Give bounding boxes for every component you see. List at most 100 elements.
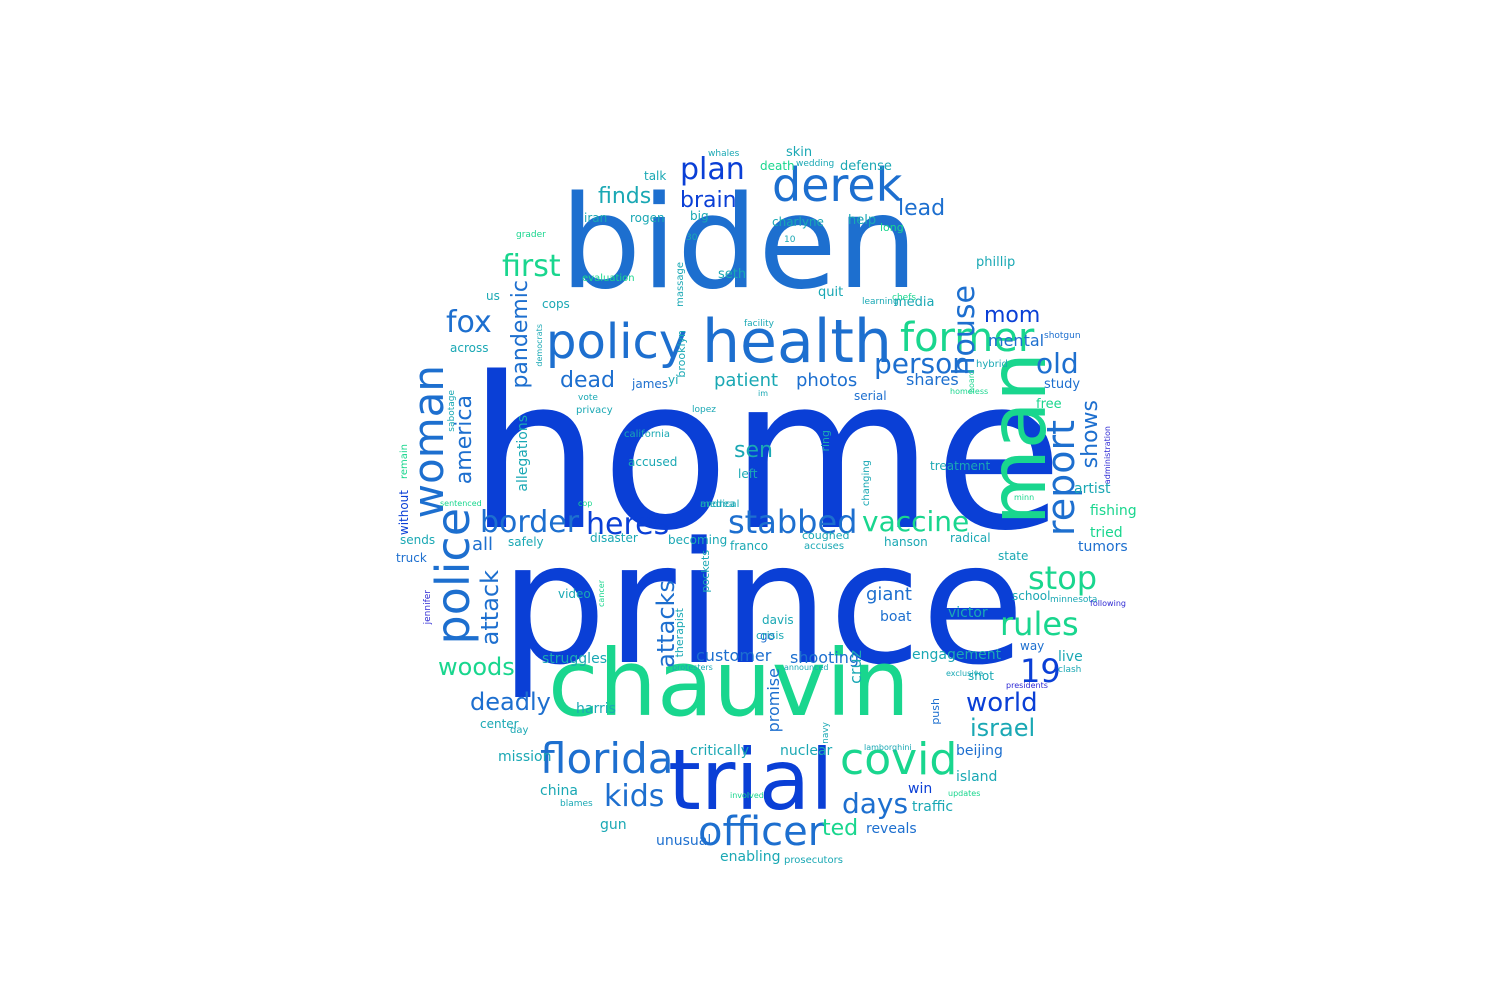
cloud-word-lead: lead — [898, 196, 946, 221]
cloud-word-victor: victor — [948, 605, 988, 621]
cloud-word-andrea: andrea — [700, 499, 735, 510]
cloud-word-democrats: democrats — [535, 324, 544, 367]
cloud-word-media: media — [894, 295, 935, 310]
cloud-word-state: state — [998, 549, 1029, 563]
cloud-word-radical: radical — [950, 531, 991, 545]
cloud-word-reveals: reveals — [866, 821, 917, 837]
cloud-word-long: long — [880, 221, 904, 234]
cloud-word-im: im — [758, 389, 769, 398]
cloud-word-remain: remain — [399, 444, 410, 480]
cloud-word-left: left — [738, 467, 758, 481]
cloud-word-live: live — [1058, 649, 1083, 665]
cloud-word-learning: learning — [862, 297, 899, 307]
cloud-word-minn: minn — [1014, 493, 1035, 502]
cloud-word-california: california — [624, 429, 671, 440]
cloud-word-franco: franco — [730, 539, 769, 553]
cloud-word-engagement: engagement — [912, 647, 1002, 663]
cloud-word-phillip: phillip — [976, 255, 1016, 270]
cloud-word-without: without — [397, 490, 411, 536]
cloud-word-heres: heres — [586, 507, 670, 542]
cloud-word-ring: ring — [819, 430, 832, 452]
cloud-word-center: center — [480, 717, 519, 731]
cloud-word-yi: yi — [668, 373, 679, 387]
cloud-word-brooklyn: brooklyn — [675, 330, 688, 378]
cloud-word-disaster: disaster — [590, 531, 638, 545]
cloud-word-10: 10 — [784, 235, 796, 245]
cloud-word-serial: serial — [854, 389, 887, 403]
cloud-word-changing: changing — [861, 460, 872, 507]
cloud-word-free: free — [1036, 397, 1062, 412]
cloud-word-big: big — [690, 209, 709, 223]
cloud-word-sabotage: sabotage — [447, 390, 457, 432]
cloud-word-chefs: chefs — [892, 293, 917, 303]
cloud-word-shooting: shooting — [790, 648, 860, 667]
cloud-word-boat: boat — [880, 609, 912, 625]
cloud-word-evaluation: evaluation — [582, 273, 635, 284]
cloud-word-report: report — [1039, 420, 1083, 537]
cloud-word-prince: prince — [500, 506, 1025, 702]
cloud-word-presidents: presidents — [1006, 681, 1048, 690]
cloud-word-davis: davis — [762, 613, 794, 627]
cloud-word-coughed: coughed — [802, 529, 850, 542]
cloud-word-way: way — [1020, 639, 1045, 653]
cloud-word-chauvin: chauvin — [548, 630, 910, 737]
cloud-word-following: following — [1090, 599, 1126, 608]
cloud-word-artist: artist — [1074, 481, 1111, 497]
cloud-word-days: days — [842, 787, 909, 820]
cloud-word-biden: biden — [560, 169, 918, 318]
cloud-word-brain: brain — [680, 188, 737, 213]
cloud-word-cops: cops — [542, 297, 570, 311]
cloud-word-person: person — [874, 347, 970, 380]
cloud-word-safely: safely — [508, 535, 544, 549]
cloud-word-all: all — [472, 534, 494, 555]
cloud-word-plan: plan — [680, 152, 745, 187]
cloud-word-derek: derek — [772, 158, 903, 212]
cloud-word-health: health — [702, 307, 892, 377]
cloud-word-grader: grader — [516, 230, 546, 240]
cloud-word-former: former — [900, 315, 1035, 361]
cloud-word-death: death — [760, 159, 795, 173]
cloud-word-vote: vote — [578, 393, 598, 403]
cloud-word-becoming: becoming — [668, 533, 728, 547]
cloud-word-defense: defense — [840, 159, 892, 174]
cloud-word-border: border — [480, 505, 580, 540]
cloud-word-old: old — [1036, 347, 1079, 380]
cloud-word-shot: shot — [968, 669, 994, 683]
cloud-word-officer: officer — [698, 809, 825, 855]
cloud-word-stabbed: stabbed — [728, 503, 858, 541]
cloud-word-homeless: homeless — [950, 387, 989, 396]
cloud-word-accused: accused — [628, 455, 678, 469]
cloud-word-trial: trial — [668, 731, 834, 829]
cloud-word-dead: dead — [560, 368, 615, 393]
cloud-word-therapist: therapist — [673, 608, 686, 658]
cloud-word-rogen: rogen — [630, 211, 665, 225]
cloud-word-protesters: protesters — [672, 663, 713, 672]
cloud-word-privacy: privacy — [576, 405, 613, 416]
cloud-word-pockets: pockets — [699, 550, 712, 593]
cloud-word-us: us — [486, 289, 500, 303]
cloud-word-exclusive: exclusive — [946, 669, 984, 678]
cloud-word-accuses: accuses — [804, 541, 845, 552]
cloud-word-navy: navy — [821, 722, 831, 744]
cloud-word-30: 30 — [686, 233, 698, 243]
cloud-word-minnesota: minnesota — [1050, 595, 1098, 605]
cloud-word-harris: harris — [576, 701, 616, 717]
cloud-word-attack: attack — [476, 570, 504, 646]
cloud-word-james: james — [632, 377, 669, 391]
cloud-word-prosecutors: prosecutors — [784, 855, 843, 866]
cloud-word-kids: kids — [604, 779, 665, 814]
cloud-word-clash: clash — [1058, 665, 1082, 675]
cloud-word-medical: medical — [700, 499, 740, 510]
cloud-word-win: win — [908, 781, 933, 797]
cloud-word-first: first — [502, 249, 561, 284]
cloud-word-island: island — [956, 769, 998, 785]
cloud-word-promise: promise — [764, 668, 783, 733]
cloud-word-school: school — [1012, 589, 1051, 603]
cloud-word-patient: patient — [714, 370, 779, 391]
cloud-word-hybrid: hybrid — [976, 359, 1008, 370]
cloud-word-iran: iran — [584, 211, 608, 225]
cloud-word-photos: photos — [796, 370, 858, 391]
cloud-word-mission: mission — [498, 749, 552, 765]
cloud-word-customer: customer — [696, 646, 772, 665]
